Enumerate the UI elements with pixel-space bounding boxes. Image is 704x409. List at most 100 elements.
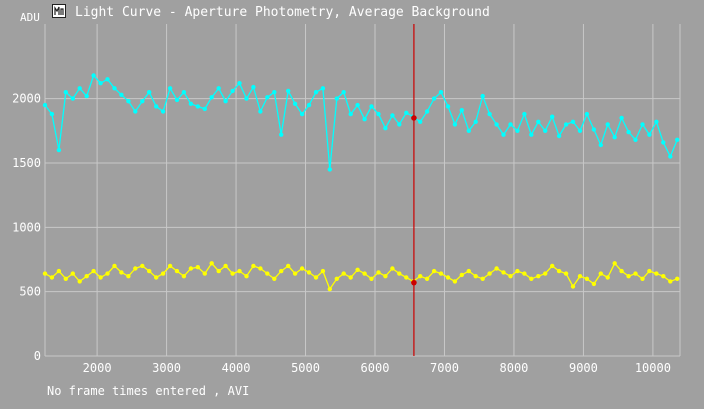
data-point <box>237 268 242 274</box>
x-tick-label: 6000 <box>361 361 390 375</box>
cursor-point <box>411 115 417 121</box>
data-point <box>119 270 124 275</box>
data-point <box>292 101 298 107</box>
x-tick-label: 8000 <box>500 361 529 375</box>
data-point <box>251 263 256 269</box>
data-point <box>584 276 590 281</box>
data-point <box>272 90 277 95</box>
data-point <box>577 274 583 279</box>
data-point <box>133 266 138 271</box>
data-point <box>529 132 534 137</box>
y-tick-label: 1000 <box>12 220 41 234</box>
data-point <box>355 267 360 272</box>
data-point <box>56 147 62 153</box>
data-point <box>223 99 228 104</box>
data-point <box>515 128 520 133</box>
x-tick-label: 2000 <box>83 361 112 375</box>
data-point <box>459 108 464 113</box>
data-point <box>376 270 381 275</box>
tick-labels: 2000 3000 4000 5000 6000 7000 8000 9000 10000 0 50… <box>12 92 671 375</box>
cursor-layer[interactable] <box>411 24 417 356</box>
data-point <box>480 93 485 99</box>
data-point <box>292 271 298 276</box>
data-point <box>383 126 388 131</box>
data-point <box>258 266 263 271</box>
data-point <box>355 102 360 108</box>
data-point <box>633 271 638 276</box>
data-point <box>133 109 138 114</box>
data-point <box>536 274 541 279</box>
data-point <box>181 274 187 279</box>
data-point <box>640 276 645 281</box>
data-point <box>605 122 610 127</box>
data-point <box>341 90 346 95</box>
data-point <box>501 132 506 137</box>
data-point <box>452 279 458 284</box>
data-point <box>334 276 339 281</box>
data-point <box>49 275 55 280</box>
data-point <box>675 276 680 281</box>
data-point <box>459 272 464 278</box>
data-point <box>126 274 131 279</box>
data-point <box>563 122 569 127</box>
data-point <box>105 271 110 276</box>
data-point <box>320 86 326 91</box>
data-point <box>181 90 187 95</box>
data-point <box>550 114 555 119</box>
data-point <box>466 268 471 274</box>
data-point <box>591 281 597 287</box>
data-point <box>431 96 437 101</box>
data-point <box>279 132 284 137</box>
data-point <box>140 99 145 104</box>
data-point <box>279 268 284 274</box>
data-point <box>647 268 652 274</box>
data-point <box>501 270 506 275</box>
data-point <box>306 102 312 108</box>
data-point <box>209 95 214 100</box>
data-point <box>418 119 423 125</box>
data-point <box>369 276 374 281</box>
data-point <box>550 263 555 269</box>
data-point <box>98 81 103 86</box>
data-point <box>188 101 194 107</box>
data-point <box>313 90 319 95</box>
data-point <box>299 266 305 271</box>
y-tick-label: 1500 <box>12 156 41 170</box>
data-point <box>404 110 409 116</box>
data-point <box>202 106 207 112</box>
data-point <box>668 279 673 284</box>
data-point <box>147 268 152 274</box>
data-point <box>119 92 124 98</box>
data-point <box>626 129 631 135</box>
data-point <box>112 263 117 269</box>
data-point <box>77 86 82 91</box>
y-tick-label: 0 <box>34 349 41 363</box>
data-point <box>431 268 437 274</box>
data-point <box>98 275 103 280</box>
data-point <box>334 96 339 101</box>
data-point <box>140 263 145 269</box>
data-point <box>244 274 249 279</box>
data-point <box>508 274 513 279</box>
data-point <box>397 271 402 276</box>
data-point <box>570 284 576 289</box>
data-point <box>167 263 173 269</box>
light-curve-app-icon[interactable] <box>52 4 66 18</box>
data-point <box>362 271 367 276</box>
data-point <box>70 271 76 276</box>
data-point <box>112 86 117 91</box>
data-point <box>341 271 346 276</box>
data-point <box>251 84 256 90</box>
data-point <box>188 266 194 271</box>
data-point <box>160 271 166 276</box>
data-point <box>63 90 68 95</box>
data-point <box>654 119 659 125</box>
data-point <box>654 271 659 276</box>
data-point <box>397 122 402 127</box>
data-point <box>577 128 583 133</box>
data-point <box>362 117 367 122</box>
data-point <box>216 86 221 91</box>
data-point <box>258 109 263 114</box>
data-point <box>216 268 221 274</box>
